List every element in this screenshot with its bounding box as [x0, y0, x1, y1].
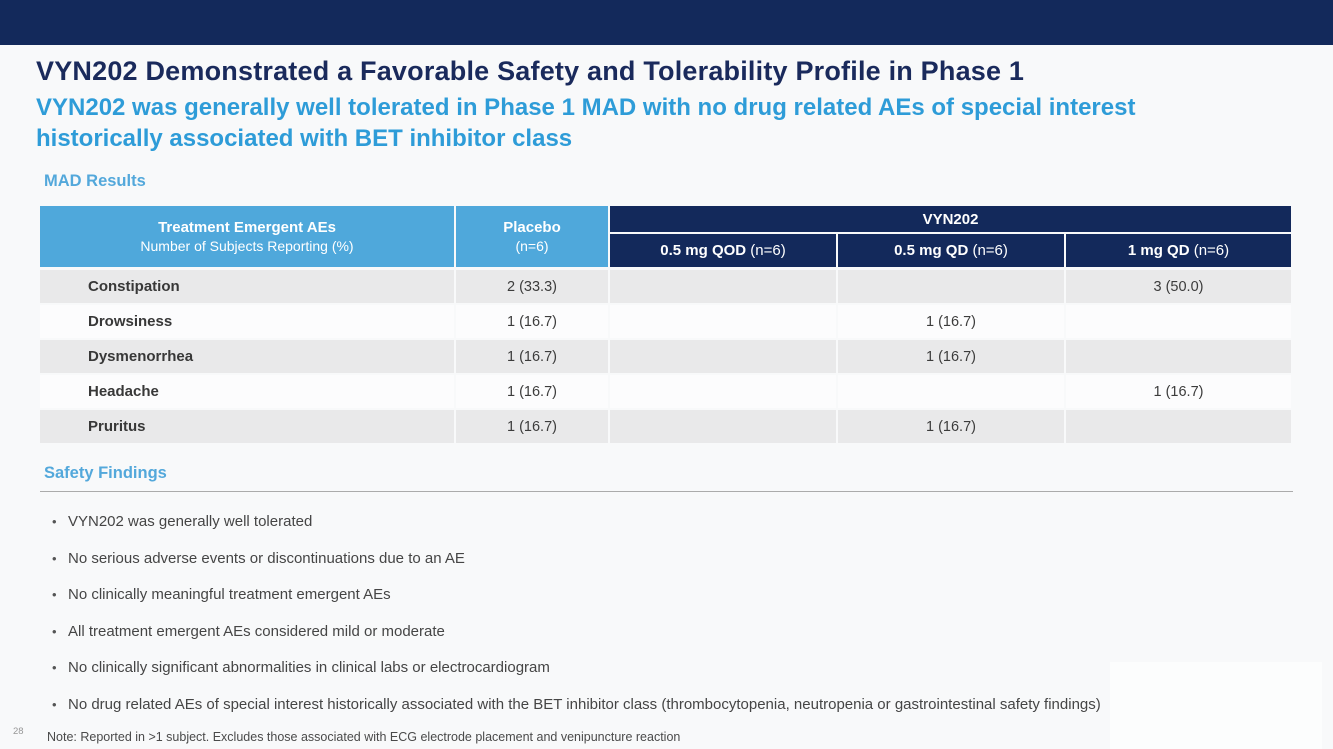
table-row: Dysmenorrhea 1 (16.7) 1 (16.7) [40, 340, 1291, 373]
value-qd [838, 270, 1064, 303]
value-1mg-qd [1066, 410, 1291, 443]
safety-findings-label: Safety Findings [44, 464, 167, 482]
value-1mg-qd: 1 (16.7) [1066, 375, 1291, 408]
header-cell-treatment-emergent-aes: Treatment Emergent AEs Number of Subject… [40, 206, 454, 267]
bullet-text: No clinically meaningful treatment emerg… [68, 586, 391, 603]
table-row: Headache 1 (16.7) 1 (16.7) [40, 375, 1291, 408]
mad-results-label: MAD Results [44, 172, 146, 190]
bullet-icon: • [52, 514, 57, 529]
dose-label: 0.5 mg QD [894, 242, 969, 259]
bullet-icon: • [52, 587, 57, 602]
value-qd [838, 375, 1064, 408]
footnote: Note: Reported in >1 subject. Excludes t… [47, 730, 681, 744]
value-placebo: 1 (16.7) [456, 305, 608, 338]
value-placebo: 1 (16.7) [456, 375, 608, 408]
header-cell-dose-qod: 0.5 mg QOD (n=6) [610, 234, 836, 267]
list-item: • VYN202 was generally well tolerated [52, 511, 1322, 532]
ae-name: Constipation [40, 270, 454, 303]
value-qod [610, 375, 836, 408]
ae-name: Headache [40, 375, 454, 408]
dose-n: (n=6) [746, 242, 786, 259]
table-body: Constipation 2 (33.3) 3 (50.0) Drowsines… [40, 270, 1291, 443]
header-cell-placebo: Placebo (n=6) [456, 206, 608, 267]
list-item: • No drug related AEs of special interes… [52, 694, 1322, 715]
value-qod [610, 270, 836, 303]
list-item: • All treatment emergent AEs considered … [52, 621, 1322, 642]
header-cell-dose-1mg: 1 mg QD (n=6) [1066, 234, 1291, 267]
header-subtitle: Number of Subjects Reporting (%) [140, 237, 354, 254]
slide-subtitle: VYN202 was generally well tolerated in P… [36, 94, 1136, 152]
table-row: Constipation 2 (33.3) 3 (50.0) [40, 270, 1291, 303]
page-number: 28 [13, 726, 24, 737]
header-cell-vyn202-group: VYN202 [610, 206, 1291, 232]
bullet-text: No serious adverse events or discontinua… [68, 549, 465, 567]
bullet-icon: • [52, 550, 57, 566]
value-qod [610, 340, 836, 373]
bullet-icon: • [52, 696, 57, 712]
adverse-events-table: Treatment Emergent AEs Number of Subject… [40, 206, 1291, 445]
value-qod [610, 305, 836, 338]
value-qd: 1 (16.7) [838, 410, 1064, 443]
placebo-label: Placebo [503, 218, 561, 236]
value-1mg-qd: 3 (50.0) [1066, 270, 1291, 303]
footer-watermark-region [1110, 662, 1322, 749]
table-header: Treatment Emergent AEs Number of Subject… [40, 206, 1291, 267]
top-banner [0, 0, 1333, 45]
value-placebo: 1 (16.7) [456, 410, 608, 443]
list-item: • No serious adverse events or discontin… [52, 548, 1322, 569]
ae-name: Dysmenorrhea [40, 340, 454, 373]
slide-title: VYN202 Demonstrated a Favorable Safety a… [36, 56, 1025, 86]
value-qd: 1 (16.7) [838, 340, 1064, 373]
safety-findings-list: • VYN202 was generally well tolerated • … [52, 511, 1322, 730]
value-qod [610, 410, 836, 443]
table-row: Pruritus 1 (16.7) 1 (16.7) [40, 410, 1291, 443]
header-title: Treatment Emergent AEs [158, 218, 336, 236]
value-placebo: 2 (33.3) [456, 270, 608, 303]
list-item: • No clinically significant abnormalitie… [52, 657, 1322, 678]
bullet-text: No clinically significant abnormalities … [68, 659, 550, 676]
dose-n: (n=6) [1189, 242, 1230, 259]
bullet-text: All treatment emergent AEs considered mi… [68, 622, 445, 640]
dose-label: 1 mg QD [1127, 242, 1190, 259]
dose-label: 0.5 mg QOD [660, 242, 747, 259]
value-1mg-qd [1066, 340, 1291, 373]
header-cell-dose-qd: 0.5 mg QD (n=6) [838, 234, 1064, 267]
value-1mg-qd [1066, 305, 1291, 338]
dose-n: (n=6) [968, 242, 1008, 259]
bullet-icon: • [52, 623, 57, 639]
placebo-n: (n=6) [515, 237, 549, 254]
table-row: Drowsiness 1 (16.7) 1 (16.7) [40, 305, 1291, 338]
ae-name: Pruritus [40, 410, 454, 443]
bullet-icon: • [52, 660, 57, 675]
ae-name: Drowsiness [40, 305, 454, 338]
value-placebo: 1 (16.7) [456, 340, 608, 373]
bullet-text: VYN202 was generally well tolerated [68, 513, 313, 530]
bullet-text: No drug related AEs of special interest … [68, 695, 1101, 713]
value-qd: 1 (16.7) [838, 305, 1064, 338]
section-divider [40, 491, 1293, 492]
list-item: • No clinically meaningful treatment eme… [52, 584, 1322, 605]
